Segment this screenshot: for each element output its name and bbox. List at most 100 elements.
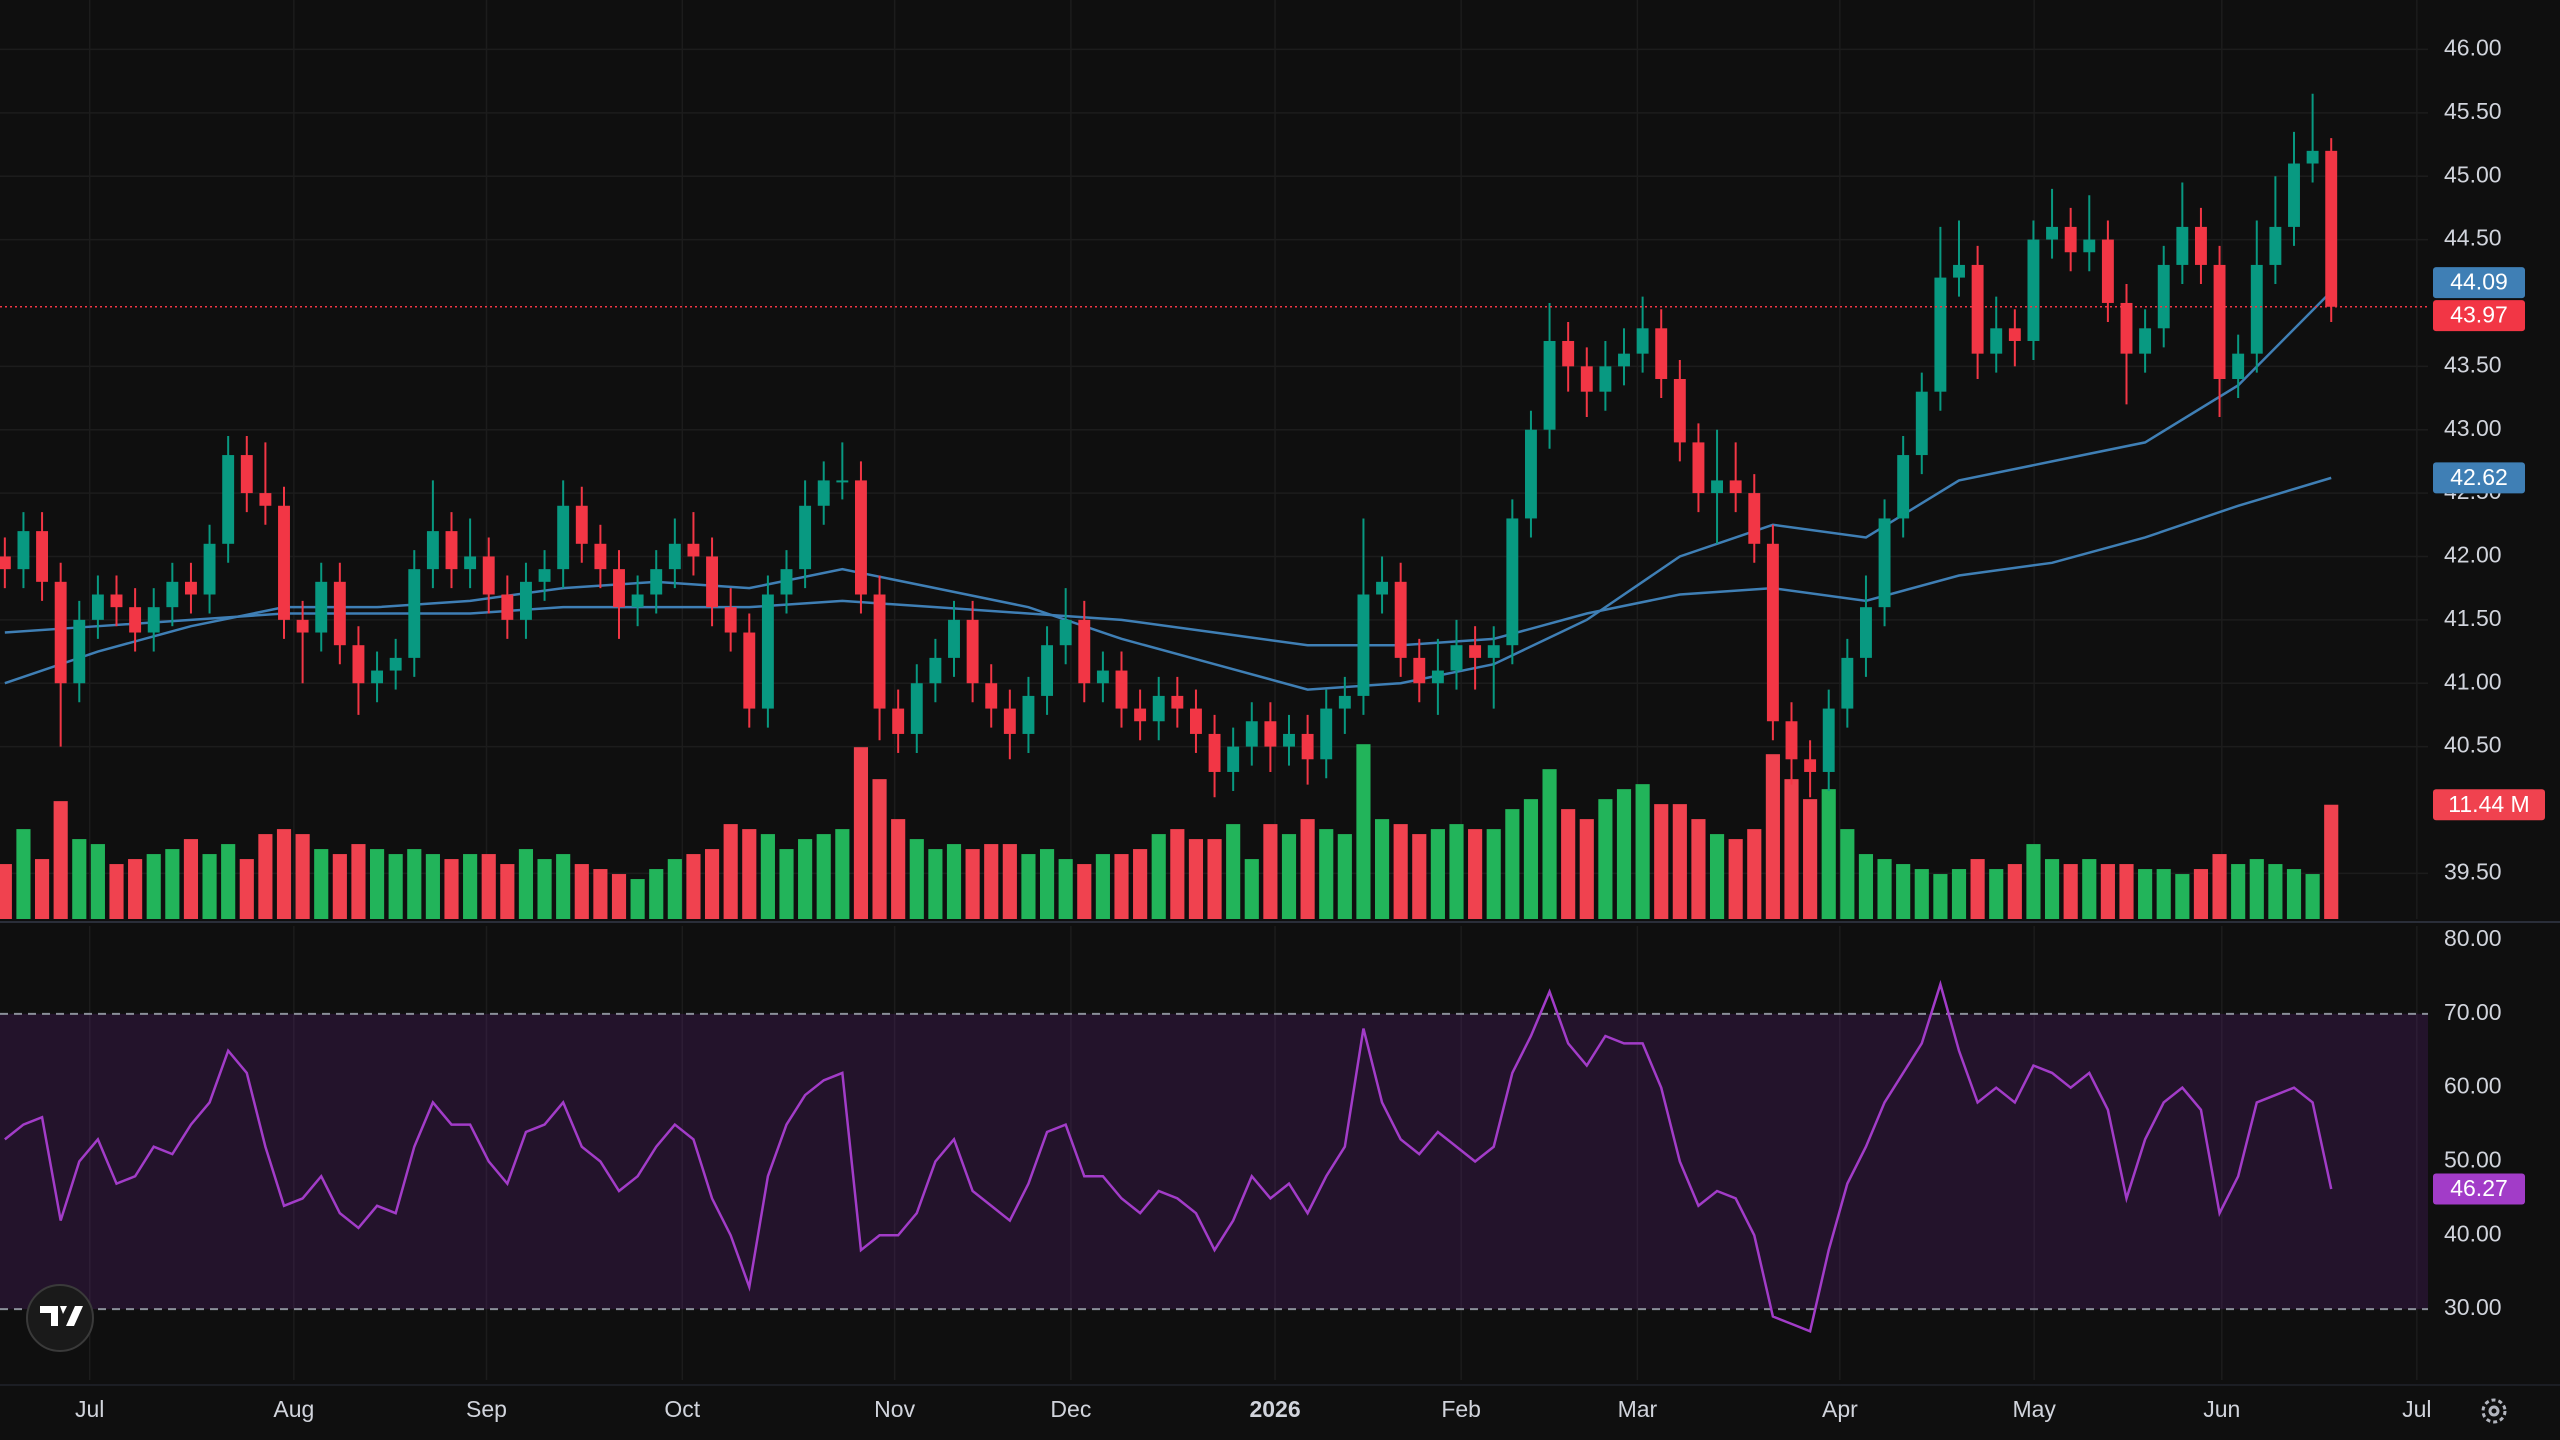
candle-body: [668, 543, 681, 570]
volume-bar: [1840, 829, 1855, 919]
candle-body: [464, 556, 477, 570]
volume-bar: [723, 824, 738, 919]
x-tick-label: Mar: [1618, 1396, 1658, 1422]
candle-body: [2325, 150, 2338, 307]
x-tick-label: Apr: [1822, 1396, 1858, 1422]
volume-bar: [2249, 859, 2264, 919]
candle-body: [538, 569, 551, 582]
y-tick-label: 44.50: [2444, 225, 2502, 251]
volume-bar: [2305, 874, 2320, 919]
axis-label-box: [2433, 1173, 2525, 1205]
volume-bar: [2212, 854, 2227, 919]
candle-body: [1822, 708, 1835, 772]
candle-body: [333, 581, 346, 646]
volume-bar: [2082, 859, 2097, 919]
volume-bar: [1728, 839, 1743, 919]
volume-bar: [1058, 859, 1073, 919]
candle-body: [2157, 264, 2170, 329]
logo[interactable]: [26, 1284, 94, 1352]
volume-bar: [1691, 819, 1706, 919]
volume-bar: [593, 869, 608, 919]
volume-bar: [314, 849, 329, 919]
candle-body: [2288, 163, 2300, 227]
candle-body: [2083, 239, 2096, 253]
candle-body: [761, 594, 774, 709]
volume-bar: [369, 849, 385, 919]
volume-bar: [1077, 864, 1092, 919]
candle-body: [1524, 429, 1537, 519]
candle-body: [1841, 657, 1854, 709]
volume-bar: [537, 859, 552, 919]
volume-bar: [872, 779, 887, 919]
candle-body: [1208, 733, 1221, 772]
volume-bar: [1914, 869, 1929, 919]
volume-bar: [332, 854, 347, 919]
candle-body: [1469, 645, 1482, 658]
volume-bar: [1896, 864, 1911, 919]
volume-bar: [0, 864, 12, 919]
volume-bar: [1747, 829, 1762, 919]
candle-body: [1041, 645, 1054, 696]
candle-body: [1897, 455, 1910, 519]
x-tick-label: Feb: [1441, 1396, 1481, 1422]
volume-bar: [1784, 779, 1799, 919]
volume-bar: [1505, 809, 1520, 919]
volume-bar: [1951, 869, 1967, 919]
candle-body: [1171, 695, 1184, 709]
volume-bar: [202, 854, 217, 919]
moving-average: [4, 290, 2333, 691]
candle-body: [1301, 733, 1314, 760]
volume-bar: [2324, 804, 2339, 919]
volume-bar: [556, 854, 571, 919]
candle-body: [36, 531, 49, 582]
y-tick-label: 39.50: [2444, 858, 2502, 884]
volume-bar: [463, 854, 478, 919]
volume-bar: [239, 859, 254, 919]
volume-bar: [574, 864, 589, 919]
volume-bar: [1133, 849, 1148, 919]
candle-body: [278, 505, 290, 620]
rsi-tick-label: 70.00: [2444, 999, 2502, 1025]
x-tick-label: Aug: [273, 1396, 314, 1422]
candle-body: [482, 556, 495, 595]
volume-bar: [1486, 829, 1501, 919]
candle-body: [315, 581, 328, 633]
y-tick-label: 40.50: [2444, 732, 2502, 758]
candle-body: [2046, 226, 2059, 240]
candle-body: [1785, 721, 1798, 760]
volume-bar: [1226, 824, 1241, 919]
volume-bar: [1300, 819, 1315, 919]
settings-button[interactable]: [2481, 1398, 2507, 1424]
candle-body: [1971, 264, 1984, 354]
candle-body: [91, 594, 104, 620]
volume-bar: [518, 849, 534, 919]
rsi-tick-label: 40.00: [2444, 1220, 2502, 1246]
candle-body: [873, 594, 886, 709]
candle-body: [2101, 239, 2114, 303]
logo-circle[interactable]: [26, 1284, 94, 1352]
volume-bar: [1281, 834, 1297, 919]
volume-bar: [1933, 874, 1948, 919]
volume-bar: [34, 859, 50, 919]
volume-bar: [128, 859, 143, 919]
volume-bar: [2175, 874, 2190, 919]
volume-bar: [1412, 834, 1427, 919]
volume-bar: [2119, 864, 2134, 919]
volume-bar: [109, 864, 124, 919]
gear-outer[interactable]: [2481, 1398, 2507, 1424]
volume-bar: [481, 854, 496, 919]
volume-bar: [1207, 839, 1222, 919]
y-tick-label: 41.00: [2444, 668, 2502, 694]
volume-bar: [16, 829, 31, 919]
candle-body: [1506, 518, 1519, 646]
y-tick-label: 43.00: [2444, 415, 2502, 441]
x-tick-label: Jul: [2402, 1396, 2431, 1422]
axis-label-box: [2433, 300, 2525, 332]
candle-body: [1748, 493, 1761, 544]
candle-body: [1134, 708, 1147, 722]
volume-bar: [1635, 784, 1650, 919]
candle-body: [817, 480, 830, 506]
candle-body: [1673, 379, 1686, 443]
volume-bar: [2007, 864, 2022, 919]
volume-bar: [1356, 744, 1371, 919]
